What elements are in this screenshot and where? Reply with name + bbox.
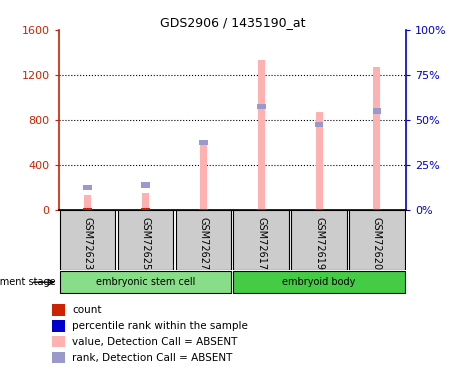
Bar [200, 141, 207, 210]
Text: percentile rank within the sample: percentile rank within the sample [72, 321, 248, 331]
Bar [83, 184, 92, 190]
Bar [373, 67, 381, 210]
Text: rank, Detection Call = ABSENT: rank, Detection Call = ABSENT [72, 352, 233, 363]
Bar [141, 182, 150, 188]
Bar [52, 320, 65, 332]
Bar [257, 209, 266, 210]
Text: GSM72627: GSM72627 [198, 217, 208, 270]
Text: GSM72619: GSM72619 [314, 217, 324, 270]
Bar [258, 60, 265, 210]
Title: GDS2906 / 1435190_at: GDS2906 / 1435190_at [160, 16, 305, 29]
Text: embryoid body: embryoid body [282, 277, 356, 287]
Bar [141, 208, 150, 210]
Bar [52, 304, 65, 316]
Text: GSM72617: GSM72617 [256, 217, 266, 270]
Bar [60, 271, 231, 293]
Bar [199, 140, 207, 145]
Bar [349, 210, 405, 270]
Bar [234, 271, 405, 293]
Bar [52, 352, 65, 363]
Bar [315, 122, 323, 128]
Bar [84, 195, 91, 210]
Bar [83, 208, 92, 210]
Bar [175, 210, 231, 270]
Text: development stage: development stage [0, 277, 55, 287]
Text: GSM72623: GSM72623 [83, 217, 92, 270]
Bar [315, 209, 323, 210]
Text: value, Detection Call = ABSENT: value, Detection Call = ABSENT [72, 337, 238, 347]
Bar [60, 210, 115, 270]
Bar [52, 336, 65, 348]
Bar [257, 104, 266, 110]
Bar [234, 210, 289, 270]
Bar [373, 209, 381, 210]
Bar [118, 210, 173, 270]
Text: count: count [72, 305, 101, 315]
Text: GSM72620: GSM72620 [372, 217, 382, 270]
Bar [291, 210, 347, 270]
Bar [316, 112, 322, 210]
Bar [373, 108, 381, 114]
Text: embryonic stem cell: embryonic stem cell [96, 277, 195, 287]
Bar [199, 209, 207, 210]
Text: GSM72625: GSM72625 [140, 217, 151, 270]
Bar [142, 193, 149, 210]
